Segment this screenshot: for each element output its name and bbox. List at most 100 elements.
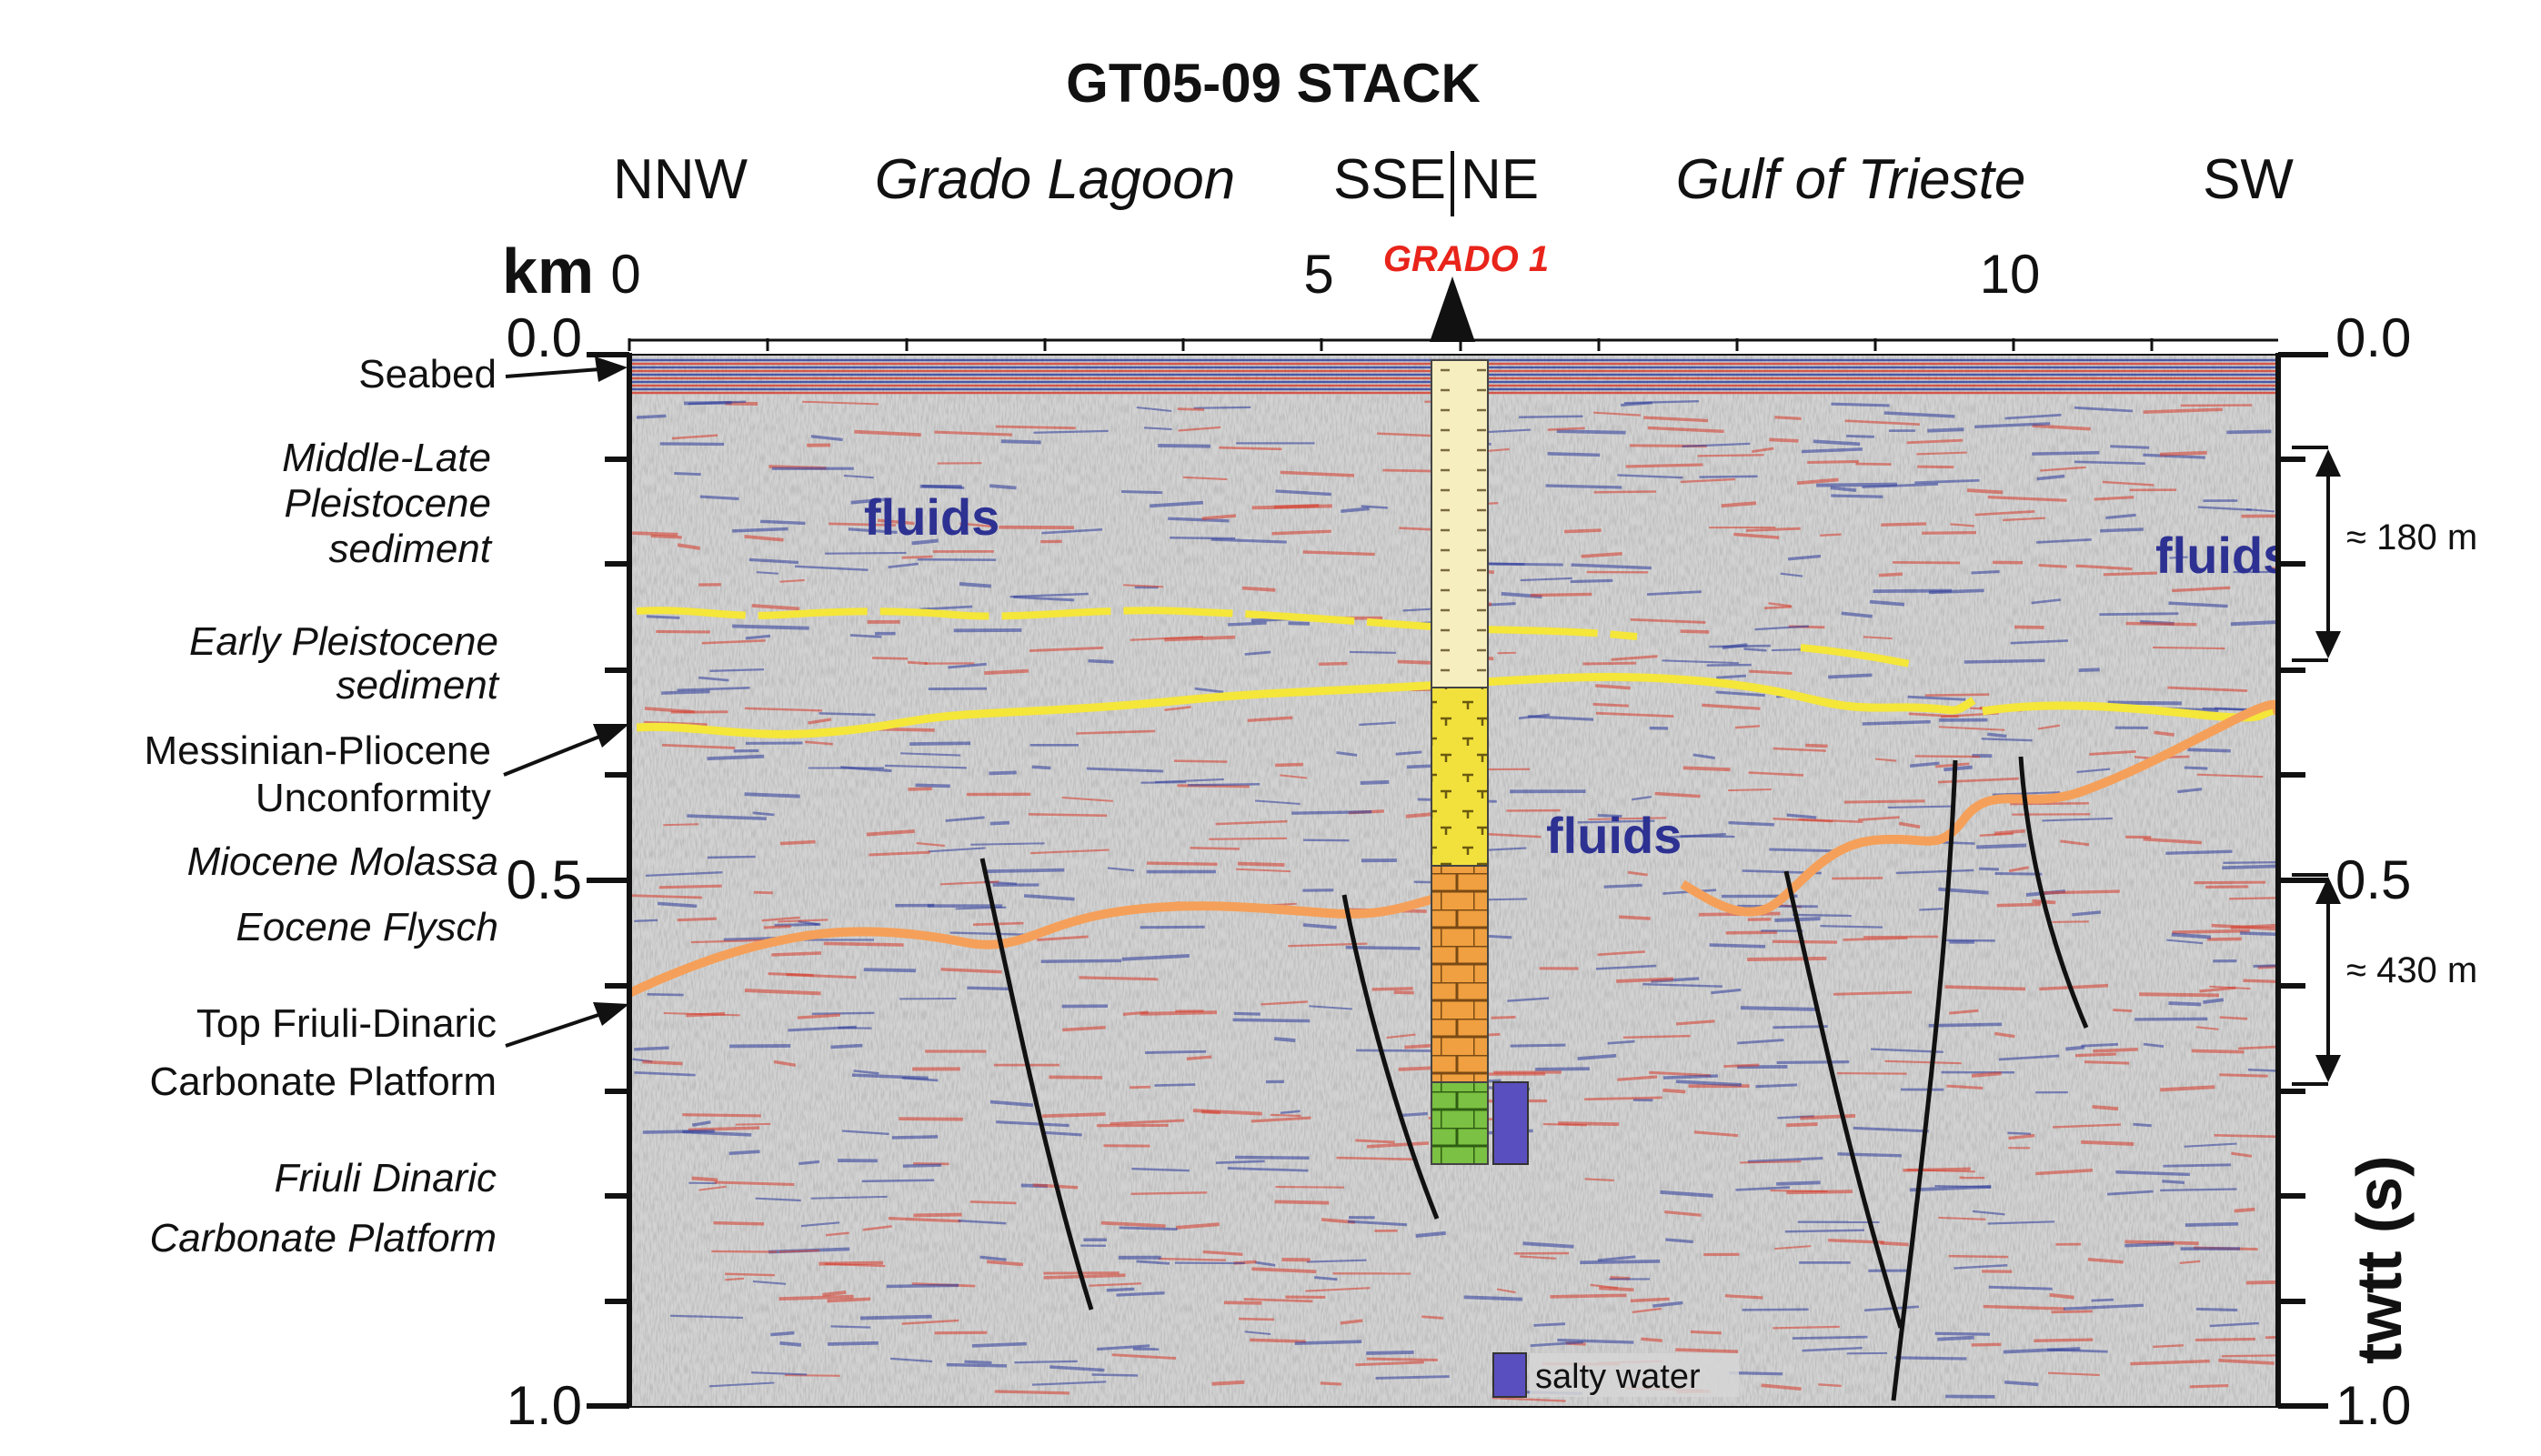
seismic-reflector	[1616, 977, 1674, 983]
seismic-reflector	[830, 1325, 871, 1329]
seismic-reflector	[1136, 1260, 1170, 1265]
seismic-reflector	[1178, 426, 1221, 432]
seismic-reflector	[2087, 1257, 2124, 1264]
seismic-reflector	[1914, 478, 1980, 485]
seismic-reflector	[1831, 494, 1883, 498]
seismic-reflector	[1998, 1054, 2060, 1061]
seismic-reflector	[1155, 778, 1224, 784]
seismic-reflector	[1111, 1353, 1177, 1361]
seismic-reflector	[913, 1212, 962, 1218]
seismic-reflector	[2074, 1052, 2116, 1058]
seismic-reflector	[2143, 407, 2223, 414]
seismic-reflector	[2163, 1163, 2232, 1168]
label-top-friuli-1: Top Friuli-Dinaric	[196, 1001, 497, 1046]
seismic-reflector	[2051, 1310, 2093, 1314]
seismic-reflector	[1869, 599, 1905, 607]
well-log-column	[1431, 359, 1529, 1165]
seismic-reflector	[1254, 1260, 1276, 1267]
seismic-reflector	[1303, 838, 1350, 842]
seismic-reflector	[2036, 474, 2065, 481]
seismic-reflector	[1971, 1342, 2002, 1347]
seismic-reflector	[1089, 1282, 1142, 1287]
seismic-reflector	[1244, 1330, 1271, 1336]
seismic-reflector	[1709, 943, 1766, 949]
seismic-reflector	[1884, 1059, 1962, 1065]
seismic-reflector	[2089, 749, 2136, 756]
seismic-reflector	[1745, 527, 1801, 532]
seismic-reflector	[1227, 1167, 1309, 1172]
seismic-reflector	[1359, 721, 1396, 727]
seismic-reflector	[2052, 1123, 2122, 1129]
seismic-reflector	[996, 1120, 1070, 1128]
seismic-reflector	[2205, 885, 2249, 889]
seismic-reflector	[1630, 1297, 1670, 1303]
seismic-reflector	[1878, 572, 1903, 577]
seismic-reflector	[1177, 407, 1205, 411]
seismic-reflector	[1981, 738, 2033, 742]
seismic-reflector	[1660, 1190, 1713, 1198]
seismic-reflector	[1375, 1375, 1450, 1380]
seismic-reflector	[1692, 753, 1715, 759]
seismic-reflector	[1175, 1222, 1220, 1230]
seismic-reflector	[779, 578, 805, 583]
seismic-reflector	[1143, 427, 1172, 431]
seismic-reflector	[788, 1025, 857, 1032]
seismic-reflector	[891, 1135, 939, 1140]
seismic-reflector	[2106, 1190, 2154, 1196]
seismic-reflector	[671, 434, 718, 440]
seismic-reflector	[1481, 832, 1542, 838]
seismic-reflector	[1009, 592, 1089, 598]
seismic-reflector	[2143, 837, 2202, 845]
seismic-reflector	[1874, 758, 1897, 762]
time-axis-label: twtt (s)	[2344, 1156, 2415, 1364]
seismic-reflector	[1164, 635, 1236, 642]
time-tick-right-1: 1.0	[2335, 1375, 2411, 1436]
seismic-reflector	[1592, 702, 1629, 708]
seismic-reflector	[1250, 1116, 1311, 1123]
seismic-reflector	[2184, 1142, 2237, 1148]
seismic-reflector	[1041, 527, 1103, 535]
seismic-reflector	[1662, 1074, 1718, 1079]
distance-tick-10: 10	[1980, 244, 2041, 305]
seismic-reflector	[1029, 848, 1110, 855]
seismic-reflector	[1647, 426, 1724, 434]
seismic-reflector	[1979, 832, 2014, 838]
seismic-reflector	[1237, 861, 1285, 868]
seismic-reflector	[1654, 791, 1701, 798]
seismic-reflector	[885, 764, 967, 769]
seismic-reflector	[1906, 1169, 1975, 1173]
seismic-reflector	[1168, 517, 1230, 523]
seismic-reflector	[691, 1176, 718, 1182]
seismic-reflector	[1702, 703, 1761, 710]
seismic-reflector	[989, 770, 1017, 776]
direction-sw: SW	[2203, 148, 2294, 211]
seismic-reflector	[959, 582, 991, 588]
seismic-reflector	[1796, 477, 1839, 486]
seismic-reflector	[1690, 1330, 1722, 1335]
seismic-reflector	[970, 842, 1045, 846]
seismic-reflector	[830, 1043, 863, 1049]
seismic-reflector	[1584, 1096, 1662, 1101]
seismic-reflector	[1994, 1031, 2015, 1039]
seismic-reflector	[1937, 777, 2019, 784]
seismic-reflector	[699, 495, 739, 501]
seismic-reflector	[1140, 925, 1205, 929]
seismic-reflector	[1106, 1287, 1135, 1292]
seismic-reflector	[1773, 1025, 1828, 1029]
seismic-reflector	[958, 1220, 1007, 1225]
seismic-reflector	[1836, 1071, 1907, 1075]
seismic-reflector	[1786, 1122, 1818, 1128]
seismic-reflector	[907, 660, 928, 666]
seismic-reflector	[1542, 1122, 1587, 1127]
seismic-reflector	[1040, 959, 1122, 963]
seismic-reflector	[928, 847, 986, 853]
seismic-reflector	[2008, 866, 2030, 873]
seismic-reflector	[1820, 533, 1842, 537]
seismic-reflector	[798, 919, 819, 926]
seismic-reflector	[1946, 1084, 1984, 1089]
seismic-reflector	[1356, 1049, 1436, 1052]
seismic-reflector	[2172, 929, 2250, 935]
seismic-reflector	[849, 634, 882, 638]
seismic-reflector	[763, 925, 791, 929]
seismic-reflector	[658, 884, 722, 889]
